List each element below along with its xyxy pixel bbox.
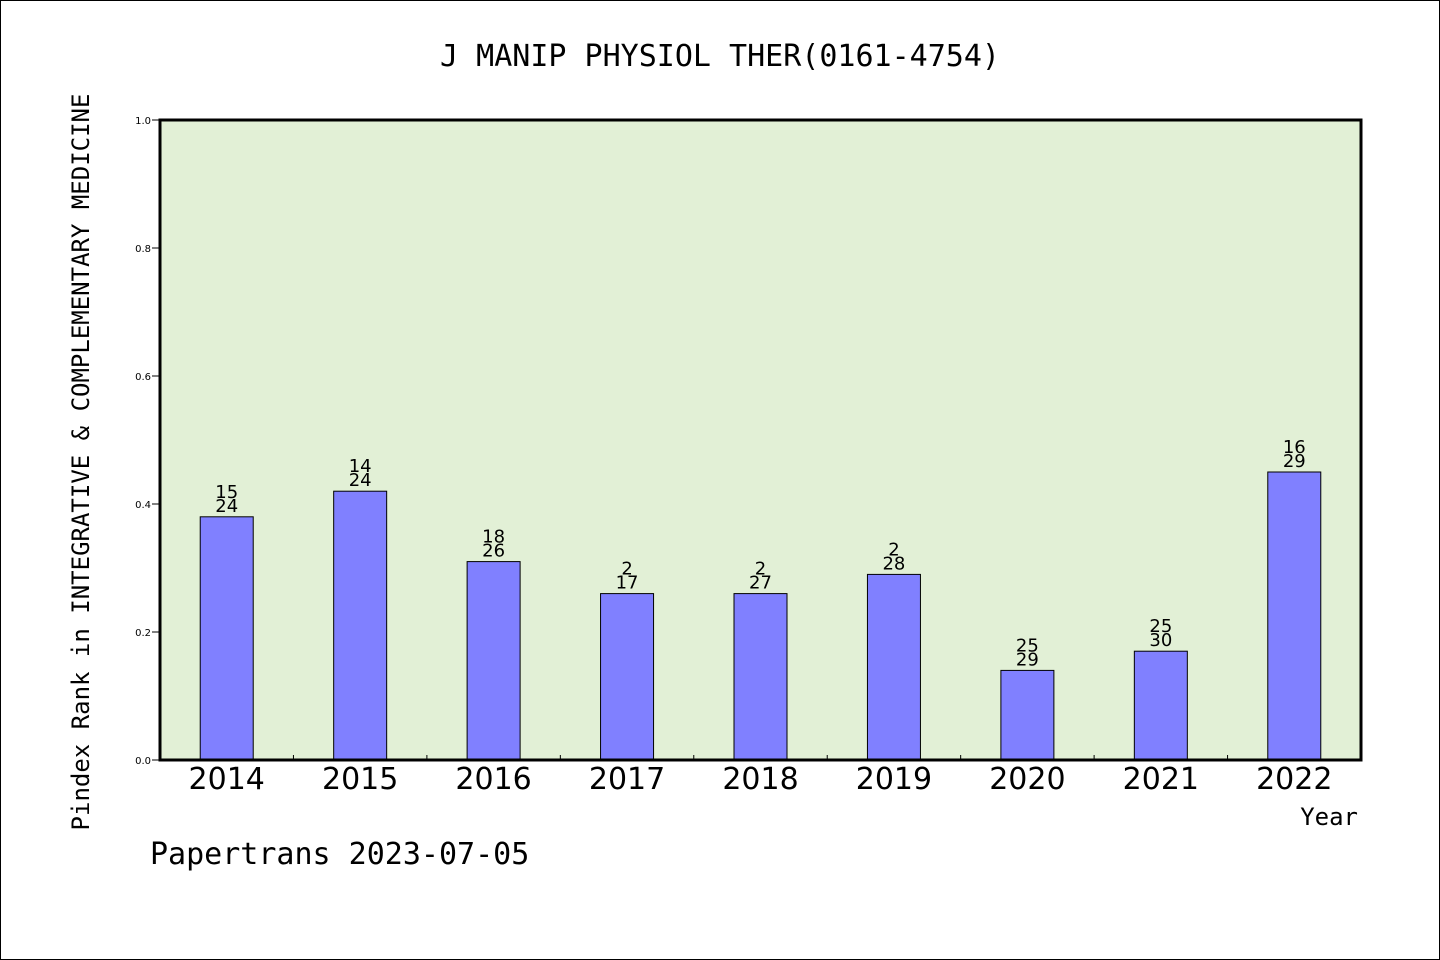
x-tick-label: 2016 (455, 762, 531, 797)
bar-2022 (1267, 471, 1322, 761)
total-label: 27 (749, 573, 772, 594)
total-label: 26 (482, 541, 505, 562)
x-tick-label: 2018 (722, 762, 798, 797)
x-tick-label: 2022 (1256, 762, 1332, 797)
rank-label: 16 (1283, 437, 1306, 458)
y-tick-label: 0.4 (135, 500, 151, 511)
total-label: 29 (1016, 649, 1039, 670)
total-label: 30 (1149, 630, 1172, 651)
rank-label: 14 (349, 456, 372, 477)
x-tick-label: 2017 (589, 762, 665, 797)
x-axis-label: Year (1300, 803, 1358, 831)
total-label: 17 (616, 573, 639, 594)
y-axis-label: Pindex Rank in INTEGRATIVE & COMPLEMENTA… (67, 94, 95, 831)
y-tick-label: 0.8 (135, 244, 151, 255)
total-label: 29 (1283, 451, 1306, 472)
bar-2016 (466, 561, 521, 761)
x-tick-label: 2014 (189, 762, 265, 797)
x-axis: 2014 2015 2016 2017 2018 2019 2020 2021 2022 (189, 755, 1332, 797)
y-tick-label: 0.2 (135, 628, 151, 639)
bars-group (199, 471, 1322, 761)
bar-2014 (199, 516, 254, 761)
rank-label: 15 (215, 482, 238, 503)
y-tick-label: 0.6 (135, 372, 151, 383)
x-tick-label: 2015 (322, 762, 398, 797)
x-tick-label: 2021 (1123, 762, 1199, 797)
chart-title: J MANIP PHYSIOL THER(0161-4754) (440, 39, 1000, 74)
bar-2020 (1000, 669, 1055, 761)
total-label: 28 (882, 553, 905, 574)
bar-2019 (866, 573, 921, 761)
footer-credit: Papertrans 2023-07-05 (150, 837, 529, 872)
rank-label: 25 (1149, 616, 1172, 637)
plot-border (158, 118, 1363, 762)
total-label: 24 (349, 470, 372, 491)
bar-2021 (1133, 650, 1188, 761)
rank-label: 2 (621, 559, 632, 580)
y-tick-label: 1.0 (135, 116, 151, 127)
rank-label: 18 (482, 527, 505, 548)
y-tick-label: 0.0 (135, 756, 151, 767)
rank-label: 2 (888, 539, 899, 560)
x-tick-label: 2020 (989, 762, 1065, 797)
y-axis: 0.0 0.2 0.4 0.6 0.8 1.0 (135, 116, 160, 767)
bar-2018 (733, 593, 788, 761)
rank-label: 25 (1016, 635, 1039, 656)
bar-2015 (333, 490, 388, 761)
rank-label: 2 (755, 559, 766, 580)
total-label: 24 (215, 496, 238, 517)
bar-2017 (600, 593, 655, 761)
x-tick-label: 2019 (856, 762, 932, 797)
